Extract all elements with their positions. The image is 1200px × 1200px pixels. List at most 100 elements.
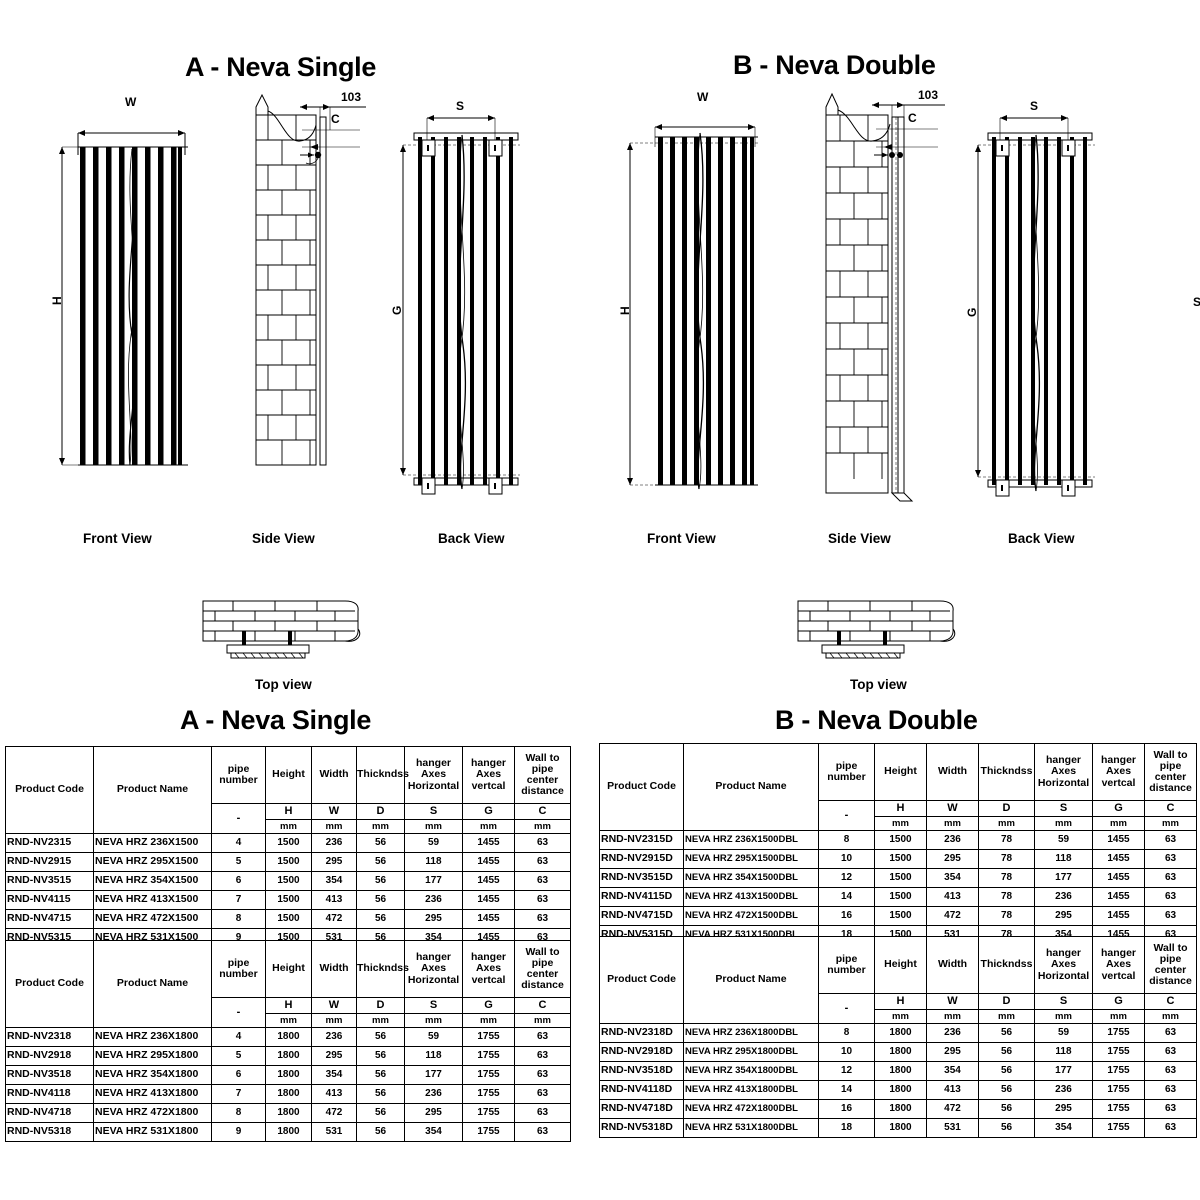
cell-hanger-vertical: 1755 — [1092, 1042, 1145, 1062]
th-sym-h: H — [874, 800, 927, 817]
table-title-a: A - Neva Single — [180, 705, 372, 735]
cell-wall-distance: 63 — [1144, 1118, 1197, 1138]
view-label-b-side: Side View — [828, 531, 891, 546]
th-height: Height — [874, 936, 927, 994]
cell-product-code: RND-NV2918D — [599, 1042, 684, 1062]
cell-hanger-horizontal: 295 — [404, 1103, 463, 1123]
cell-hanger-horizontal: 177 — [404, 871, 463, 891]
cell-thickness: 56 — [978, 1023, 1035, 1043]
cell-product-code: RND-NV4115D — [599, 887, 684, 907]
th-sym-pipe: - — [211, 803, 266, 834]
cell-product-code: RND-NV4718D — [599, 1099, 684, 1119]
cell-thickness: 78 — [978, 849, 1035, 869]
cell-hanger-horizontal: 236 — [404, 1084, 463, 1104]
th-unit-d: mm — [356, 1013, 405, 1028]
view-label-b-back: Back View — [1008, 531, 1075, 546]
cell-hanger-horizontal: 354 — [404, 1122, 463, 1142]
cell-wall-distance: 63 — [514, 1103, 571, 1123]
cell-pipe-number: 12 — [818, 1061, 875, 1081]
th-pipe-number: pipe number — [211, 940, 266, 998]
th-thickness: Thickndss — [356, 746, 409, 804]
dim-label-b-c: C — [908, 111, 917, 125]
cell-height: 1500 — [265, 852, 312, 872]
cell-width: 236 — [926, 1023, 979, 1043]
cell-width: 472 — [926, 1099, 979, 1119]
cell-product-name: NEVA HRZ 413X1800DBL — [683, 1080, 819, 1100]
cell-hanger-vertical: 1755 — [462, 1122, 515, 1142]
cell-wall-distance: 63 — [1144, 1061, 1197, 1081]
dim-label-b-s-clipped: S — [1193, 295, 1200, 309]
cell-height: 1500 — [874, 830, 927, 850]
table-row: RND-NV4715D NEVA HRZ 472X1500DBL 16 1500 472… — [599, 906, 1197, 926]
cell-product-name: NEVA HRZ 236X1500DBL — [683, 830, 819, 850]
cell-wall-distance: 63 — [514, 871, 571, 891]
dim-label-b-103: 103 — [918, 88, 939, 102]
th-product-name: Product Name — [683, 743, 819, 831]
cell-hanger-horizontal: 59 — [1034, 830, 1093, 850]
cell-product-name: NEVA HRZ 236X1500 — [93, 833, 212, 853]
cell-height: 1800 — [874, 1080, 927, 1100]
table-row: RND-NV5318D NEVA HRZ 531X1800DBL 18 1800 531… — [599, 1118, 1197, 1138]
cell-width: 531 — [926, 1118, 979, 1138]
th-unit-d: mm — [356, 819, 405, 834]
cell-hanger-horizontal: 295 — [1034, 906, 1093, 926]
table-single-1500: Product Code Product Name pipe number He… — [5, 746, 571, 948]
cell-hanger-vertical: 1455 — [462, 909, 515, 929]
th-hh-l1: hanger — [1045, 947, 1081, 960]
cell-hanger-vertical: 1755 — [1092, 1118, 1145, 1138]
th-sym-d: D — [978, 800, 1035, 817]
th-thickness: Thickndss — [356, 940, 409, 998]
cell-wall-distance: 63 — [514, 1122, 571, 1142]
cell-pipe-number: 4 — [211, 1027, 266, 1047]
th-hh-l3: Horizontal — [1037, 969, 1090, 982]
th-sym-s: S — [1034, 800, 1093, 817]
cell-width: 531 — [311, 1122, 357, 1142]
cell-width: 413 — [926, 887, 979, 907]
cell-pipe-number: 8 — [211, 909, 266, 929]
th-sym-c: C — [1144, 800, 1197, 817]
cell-product-code: RND-NV2318 — [5, 1027, 94, 1047]
th-sym-h: H — [265, 803, 312, 820]
th-hv-l1: hanger — [470, 951, 506, 964]
cell-wall-distance: 63 — [1144, 906, 1197, 926]
cell-pipe-number: 6 — [211, 1065, 266, 1085]
th-sym-g: G — [1092, 993, 1145, 1010]
cell-product-name: NEVA HRZ 295X1500DBL — [683, 849, 819, 869]
cell-product-name: NEVA HRZ 413X1800 — [93, 1084, 212, 1104]
cell-hanger-horizontal: 177 — [1034, 868, 1093, 888]
th-pipe-number: pipe number — [818, 936, 875, 994]
table-row: RND-NV2915D NEVA HRZ 295X1500DBL 10 1500 295… — [599, 849, 1197, 869]
th-sym-c: C — [1144, 993, 1197, 1010]
cell-hanger-vertical: 1455 — [462, 833, 515, 853]
th-unit-h: mm — [874, 816, 927, 831]
th-unit-s: mm — [1034, 1009, 1093, 1024]
table-row: RND-NV2318D NEVA HRZ 236X1800DBL 8 1800 236 5… — [599, 1023, 1197, 1043]
cell-pipe-number: 10 — [818, 1042, 875, 1062]
table-double-1800: Product Code Product Name pipe number He… — [599, 936, 1197, 1138]
th-sym-pipe: - — [211, 997, 266, 1028]
th-hh-l3: Horizontal — [407, 973, 460, 986]
cell-height: 1800 — [265, 1046, 312, 1066]
top-view-a — [195, 595, 395, 670]
cell-width: 295 — [926, 1042, 979, 1062]
cell-wall-distance: 63 — [1144, 1023, 1197, 1043]
cell-height: 1500 — [874, 868, 927, 888]
cell-hanger-horizontal: 59 — [404, 1027, 463, 1047]
cell-thickness: 56 — [356, 890, 405, 910]
cell-wall-distance: 63 — [1144, 830, 1197, 850]
cell-product-code: RND-NV4715D — [599, 906, 684, 926]
cell-hanger-vertical: 1455 — [1092, 868, 1145, 888]
th-sym-h: H — [265, 997, 312, 1014]
th-hv-l1: hanger — [470, 757, 506, 770]
th-unit-c: mm — [514, 819, 571, 834]
th-width: Width — [311, 746, 357, 804]
table-body-double-1800: RND-NV2318D NEVA HRZ 236X1800DBL 8 1800 236 5… — [599, 1023, 1197, 1138]
cell-hanger-vertical: 1455 — [1092, 887, 1145, 907]
view-label-a-top: Top view — [255, 677, 312, 692]
cell-product-name: NEVA HRZ 413X1500DBL — [683, 887, 819, 907]
view-label-a-back: Back View — [438, 531, 505, 546]
cell-wall-distance: 63 — [514, 1084, 571, 1104]
th-sym-w: W — [311, 997, 357, 1014]
cell-thickness: 56 — [978, 1061, 1035, 1081]
cell-wall-distance: 63 — [1144, 849, 1197, 869]
